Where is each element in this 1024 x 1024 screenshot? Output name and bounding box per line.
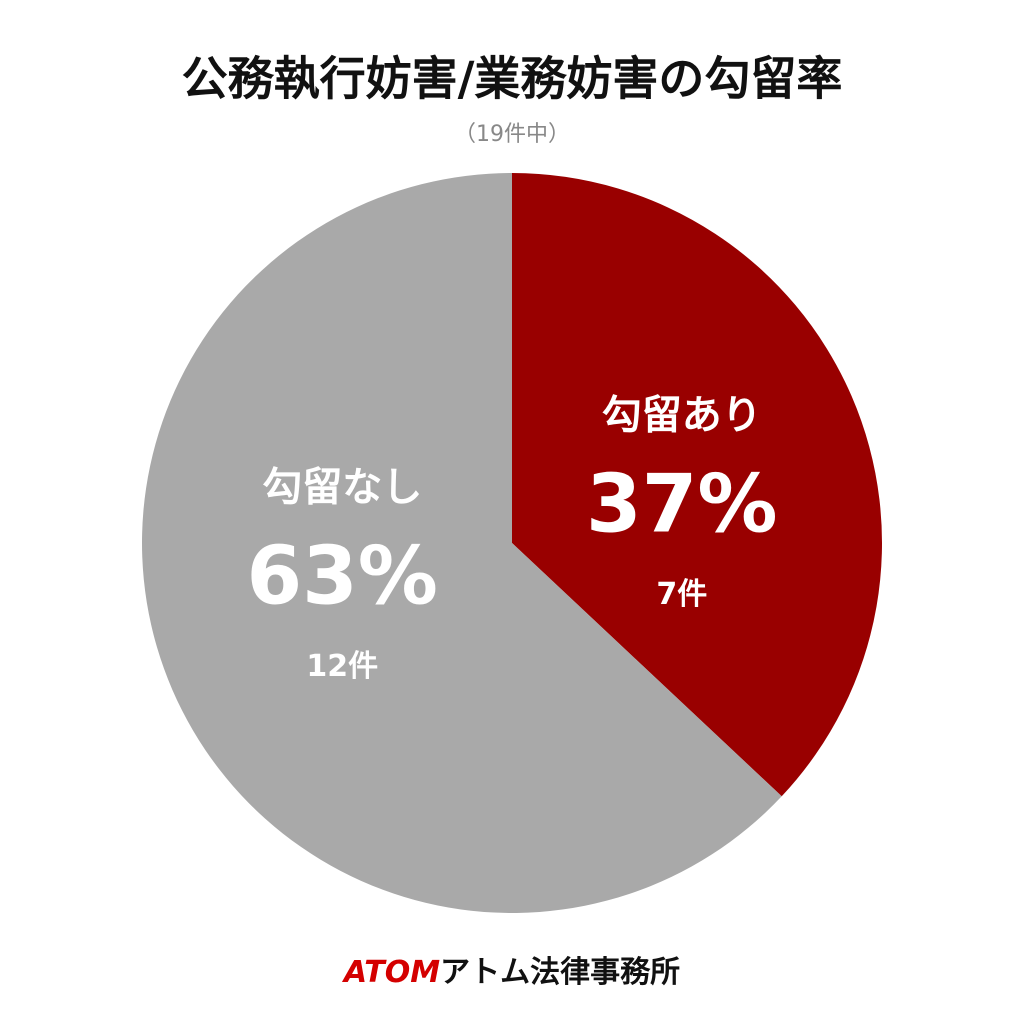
chart-title: 公務執行妨害/業務妨害の勾留率 bbox=[182, 52, 843, 106]
pie-slice bbox=[512, 173, 882, 797]
slice-label: 勾留なし bbox=[262, 464, 422, 510]
slice-label: 勾留あり bbox=[602, 393, 762, 439]
count-label: 12件 bbox=[306, 649, 378, 684]
chart-subtitle: （19件中） bbox=[454, 122, 570, 147]
footer: ATOMアトム法律事務所 bbox=[342, 955, 680, 990]
pie-slice bbox=[142, 173, 782, 914]
footer-name: アトム法律事務所 bbox=[440, 955, 680, 990]
value-label: 37% bbox=[586, 457, 777, 550]
count-label: 7件 bbox=[656, 577, 707, 612]
footer-logo: ATOM bbox=[342, 955, 440, 990]
value-label: 63% bbox=[246, 529, 437, 622]
